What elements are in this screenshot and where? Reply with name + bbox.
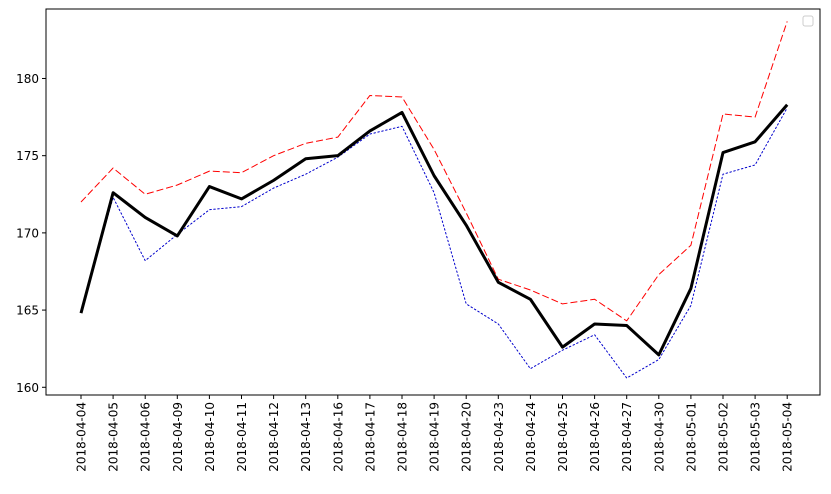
x-tick-label: 2018-04-26 bbox=[588, 402, 602, 472]
x-tick-label: 2018-05-04 bbox=[781, 402, 795, 472]
x-tick-label: 2018-04-24 bbox=[524, 402, 538, 472]
x-tick-label: 2018-04-10 bbox=[203, 402, 217, 472]
series-line-dotted bbox=[80, 107, 788, 379]
series-line-dashed bbox=[80, 21, 788, 322]
x-tick-label: 2018-04-19 bbox=[428, 402, 442, 472]
series-layer bbox=[79, 21, 789, 379]
x-tick-label: 2018-04-27 bbox=[620, 402, 634, 472]
legend-box bbox=[802, 15, 814, 27]
y-tick-label: 165 bbox=[16, 304, 39, 318]
x-tick-label: 2018-04-20 bbox=[460, 402, 474, 472]
y-tick-label: 160 bbox=[16, 381, 39, 395]
x-tick-label: 2018-05-01 bbox=[684, 402, 698, 472]
series-line-solid bbox=[79, 103, 789, 357]
x-tick-label: 2018-04-23 bbox=[492, 402, 506, 472]
legend bbox=[802, 15, 814, 27]
x-tick-label: 2018-04-18 bbox=[396, 402, 410, 472]
x-tick-label: 2018-05-03 bbox=[749, 402, 763, 472]
x-tick-label: 2018-05-02 bbox=[717, 402, 731, 472]
x-tick-label: 2018-04-12 bbox=[267, 402, 281, 472]
x-tick-label: 2018-04-05 bbox=[107, 402, 121, 472]
x-tick-label: 2018-04-04 bbox=[75, 402, 89, 472]
x-tick-label: 2018-04-16 bbox=[331, 402, 345, 472]
x-tick-label: 2018-04-30 bbox=[652, 402, 666, 472]
x-tick-label: 2018-04-06 bbox=[139, 402, 153, 472]
y-tick-label: 180 bbox=[16, 72, 39, 86]
x-tick-label: 2018-04-11 bbox=[235, 402, 249, 472]
y-axis: 160 165 170 175 180 bbox=[16, 72, 46, 395]
y-tick-label: 175 bbox=[16, 149, 39, 163]
axes-frame bbox=[45, 8, 821, 396]
y-tick-label: 170 bbox=[16, 226, 39, 240]
x-tick-label: 2018-04-09 bbox=[171, 402, 185, 472]
x-tick-label: 2018-04-13 bbox=[299, 402, 313, 472]
x-axis: 2018-04-04 2018-04-05 2018-04-06 2018-04-09… bbox=[75, 395, 795, 472]
x-tick-label: 2018-04-25 bbox=[556, 402, 570, 472]
plot-area bbox=[45, 8, 821, 396]
x-tick-label: 2018-04-17 bbox=[363, 402, 377, 472]
